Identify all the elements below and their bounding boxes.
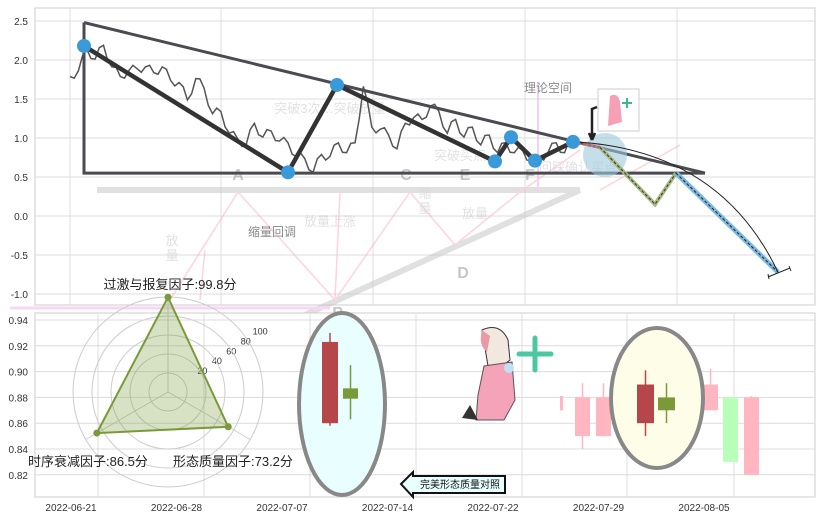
top-ytick-label: -0.5 [11,251,29,262]
top-ytick-label: 0.0 [14,212,28,223]
radar-ring-label: 100 [253,327,268,337]
bottom-ytick-label: 0.88 [9,393,29,404]
bone-icon [622,98,632,108]
faint-pink-arrow [409,191,456,246]
top-panel: 2.52.01.51.00.50.0-0.5-1.0 ABCDEF放量放量上涨突… [10,7,816,411]
wave-point-label: C [400,167,412,184]
bone-icon [516,335,554,373]
reference-pattern-ellipse [297,311,387,497]
wave-point-label: D [457,265,469,282]
pivot-point [528,153,542,168]
projection-segment [599,147,677,206]
pivot-point [77,38,91,53]
bottom-xtick-label: 2022-07-07 [256,503,308,514]
faint-annotation: 缩量回调 [248,224,296,239]
faint-pink-arrow [334,191,341,301]
current-candle [637,384,654,424]
background-candle [744,397,759,475]
bottom-xtick-label: 2022-07-14 [362,503,414,514]
radar-vertex [224,423,232,431]
target-arc [574,141,779,273]
background-candle [703,384,718,411]
pivot-point [330,77,344,92]
radar-vertex [93,429,101,437]
faint-annotation: 缩量 [418,186,431,216]
top-ytick-label: 1.0 [14,134,28,145]
bottom-xtick-label: 2022-06-28 [151,503,203,514]
top-ytick-label: 2.5 [14,17,28,28]
bottom-ytick-label: 0.92 [9,342,29,353]
faint-pink-arrow [237,191,336,301]
dog-thumbnail-icon [608,94,622,126]
background-candle [560,396,563,411]
current-candle [658,397,675,411]
reference-candle [322,341,338,424]
bottom-xtick-label: 2022-08-05 [678,503,730,514]
background-candle [723,397,738,462]
faint-pink-arrow [169,191,239,301]
bottom-xtick-label: 2022-06-21 [45,503,97,514]
reference-candle [343,388,358,399]
faint-annotation: 理论空间 [524,81,572,95]
bottom-xtick-label: 2022-07-22 [467,503,519,514]
projection-segment [572,140,601,149]
radar-factor-label: 形态质量因子:73.2分 [173,454,293,469]
comparison-callout [399,469,506,500]
wave-point-label: E [460,167,471,184]
faint-pink-arrow [519,149,581,193]
pivot-point [281,165,295,180]
current-pattern-ellipse [609,326,705,470]
background-candle [596,397,611,437]
bottom-xtick-label: 2022-07-29 [573,503,625,514]
dog-mascot-icon [462,327,554,421]
comparison-callout-label: 完美形态质量对照 [420,478,500,491]
pivot-point [504,130,518,145]
top-ytick-label: -1.0 [11,290,29,301]
radar-axis [167,391,251,440]
background-candle [575,397,590,437]
target-marker [767,265,792,280]
faint-pink-arrow [334,191,411,301]
top-ytick-label: 0.5 [14,173,28,184]
faint-pink-arrow [199,249,206,301]
bottom-panel: 0.94 0.92 0.90 0.88 0.86 0.84 0.82 2022-06-21 2… [9,311,816,514]
radar-vertex [164,293,172,301]
bottom-ytick-label: 0.84 [9,445,29,456]
radar-factor-label: 过激与报复因子:99.8分 [104,277,237,292]
breakout-arrow-icon [587,105,598,141]
pivot-point [566,134,580,149]
radar-ring-label: 40 [212,356,222,366]
bottom-ytick-label: 0.82 [9,471,29,482]
bottom-ytick-label: 0.90 [9,368,29,379]
faint-annotation: 突破3次…突破放量 [274,101,385,116]
faint-pink-arrow [454,191,521,246]
bottom-ytick-label: 0.94 [9,316,29,327]
pivot-point [488,154,502,169]
faint-annotation: 放量 [165,233,178,263]
radar-ring-label: 60 [226,346,236,356]
wave-point-label: A [232,167,244,184]
faint-annotation: 放量 [462,206,488,221]
radar-ring-label: 80 [241,336,251,346]
wave-point-label: F [525,167,535,184]
top-ytick-label: 2.0 [14,56,28,67]
radar-area [95,294,230,435]
faint-pink-arrow [599,144,681,191]
top-ytick-label: 1.5 [14,95,28,106]
faint-annotation: 放量上涨 [304,214,356,229]
radar-factor-label: 时序衰减因子:86.5分 [28,454,148,469]
projection-segment [675,172,779,273]
price-line [69,44,574,174]
bottom-ytick-label: 0.86 [9,419,29,430]
